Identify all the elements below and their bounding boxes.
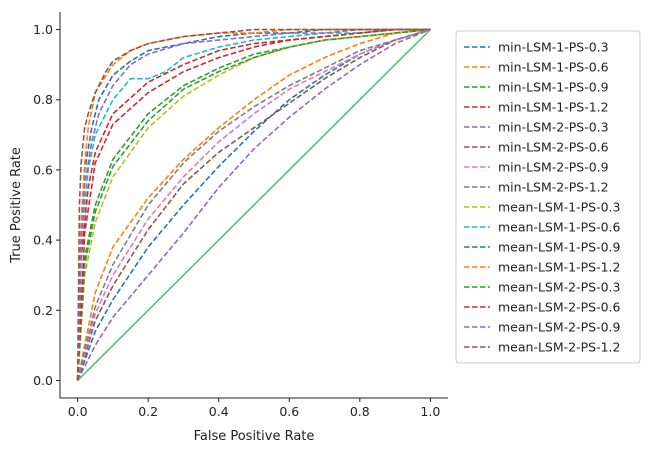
legend-item: min-LSM-1-PS-1.2 (464, 100, 609, 115)
series-line-mean-LSM-2-PS-0.3 (76, 28, 431, 381)
series-layer (76, 28, 431, 381)
legend-label: mean-LSM-2-PS-1.2 (498, 340, 620, 355)
y-axis-title: True Positive Rate (9, 147, 24, 264)
legend-item: min-LSM-1-PS-0.9 (464, 80, 609, 95)
legend-label: min-LSM-1-PS-0.3 (498, 40, 609, 55)
legend-label: min-LSM-2-PS-0.3 (498, 120, 609, 135)
legend-box (455, 30, 641, 364)
x-tick-label: 0.4 (209, 404, 229, 419)
x-tick-label: 0.2 (138, 404, 158, 419)
y-axis-ticks: 0.0 0.2 0.4 0.6 0.8 1.0 (33, 22, 60, 388)
x-tick-label: 1.0 (420, 404, 440, 419)
plot-area: 0.0 0.2 0.4 0.6 0.8 1.0 0.0 0.2 0.4 0.6 0.8 1.0 (33, 12, 448, 419)
legend-label: mean-LSM-2-PS-0.3 (498, 280, 620, 295)
series-line-mean-LSM-2-PS-0.6 (76, 28, 431, 381)
legend-item: mean-LSM-2-PS-1.2 (464, 340, 620, 355)
legend-item: mean-LSM-2-PS-0.6 (464, 300, 621, 315)
series-line-mean-LSM-2-PS-0.9 (76, 28, 431, 381)
legend-label: mean-LSM-1-PS-0.3 (498, 200, 620, 215)
legend-label: min-LSM-2-PS-0.6 (498, 140, 609, 155)
series-line-min-LSM-2-PS-0.6 (76, 28, 431, 381)
x-tick-label: 0.6 (279, 404, 299, 419)
legend-item: mean-LSM-1-PS-0.3 (464, 200, 620, 215)
series-line-mean-LSM-1-PS-0.6 (76, 28, 431, 381)
series-line-min-LSM-1-PS-0.3 (76, 28, 431, 381)
y-tick-label: 0.6 (33, 162, 53, 177)
legend-label: min-LSM-1-PS-0.6 (498, 60, 609, 75)
x-axis-ticks: 0.0 0.2 0.4 0.6 0.8 1.0 (68, 398, 440, 419)
y-tick-label: 0.8 (33, 92, 53, 107)
legend-label: mean-LSM-1-PS-0.9 (498, 240, 621, 255)
legend-label: min-LSM-1-PS-0.9 (498, 80, 609, 95)
series-line-min-LSM-1-PS-0.6 (76, 28, 431, 381)
diagonal-reference-line (77, 28, 431, 382)
legend-item: mean-LSM-2-PS-0.3 (464, 280, 620, 295)
legend-item: mean-LSM-1-PS-0.6 (464, 220, 621, 235)
y-tick-label: 0.2 (33, 303, 53, 318)
series-line-min-LSM-2-PS-1.2 (76, 28, 431, 381)
legend-item: min-LSM-2-PS-1.2 (464, 180, 609, 195)
x-axis-title: False Positive Rate (194, 429, 315, 444)
legend-label: min-LSM-1-PS-1.2 (498, 100, 609, 115)
legend-label: min-LSM-2-PS-1.2 (498, 180, 609, 195)
y-tick-label: 0.0 (33, 373, 53, 388)
series-line-mean-LSM-1-PS-1.2 (76, 28, 431, 381)
diagonal-layer (77, 28, 431, 382)
legend-item: min-LSM-2-PS-0.9 (464, 160, 609, 175)
legend-item: min-LSM-1-PS-0.6 (464, 60, 609, 75)
legend-label: min-LSM-2-PS-0.9 (498, 160, 609, 175)
legend-item: min-LSM-2-PS-0.3 (464, 120, 609, 135)
y-tick-label: 1.0 (33, 22, 53, 37)
legend-item: min-LSM-1-PS-0.3 (464, 40, 609, 55)
series-line-min-LSM-2-PS-0.3 (76, 28, 431, 381)
x-tick-label: 0.0 (68, 404, 88, 419)
y-tick-label: 0.4 (33, 233, 53, 248)
legend-item: mean-LSM-1-PS-0.9 (464, 240, 621, 255)
legend-label: mean-LSM-1-PS-1.2 (498, 260, 620, 275)
legend-label: mean-LSM-1-PS-0.6 (498, 220, 621, 235)
legend: min-LSM-1-PS-0.3 min-LSM-1-PS-0.6 min-LSM-… (455, 30, 641, 364)
x-tick-label: 0.8 (350, 404, 370, 419)
legend-label: mean-LSM-2-PS-0.6 (498, 300, 621, 315)
series-line-mean-LSM-2-PS-1.2 (76, 28, 431, 381)
series-line-min-LSM-2-PS-0.9 (76, 28, 431, 381)
legend-item: mean-LSM-1-PS-1.2 (464, 260, 620, 275)
legend-label: mean-LSM-2-PS-0.9 (498, 320, 621, 335)
legend-item: min-LSM-2-PS-0.6 (464, 140, 609, 155)
legend-item: mean-LSM-2-PS-0.9 (464, 320, 621, 335)
